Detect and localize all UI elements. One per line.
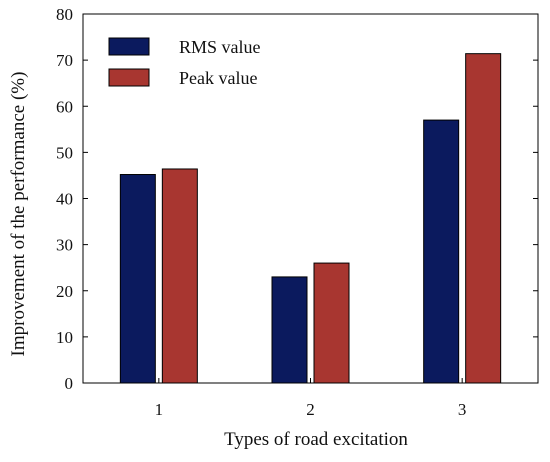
legend-label-peak: Peak value — [179, 68, 257, 88]
y-tick-label: 70 — [56, 51, 73, 70]
bar-rms-3 — [423, 119, 460, 384]
y-tick-label: 40 — [56, 190, 73, 209]
y-tick-label: 0 — [65, 374, 74, 393]
bar-peak-1 — [161, 168, 198, 384]
bar-rms-1 — [119, 174, 156, 384]
y-tick-label: 50 — [56, 143, 73, 162]
y-tick-label: 20 — [56, 282, 73, 301]
bars-group — [119, 53, 502, 384]
legend: RMS value Peak value — [108, 37, 261, 88]
y-tick-label: 10 — [56, 328, 73, 347]
legend-swatch-rms — [108, 37, 150, 56]
bar-peak-2 — [313, 262, 350, 384]
legend-label-rms: RMS value — [179, 37, 261, 57]
bar-peak-3 — [465, 53, 502, 384]
y-tick-label: 30 — [56, 236, 73, 255]
x-axis-title: Types of road excitation — [224, 429, 408, 450]
bar-rms-2 — [271, 276, 308, 384]
x-tick-label: 2 — [306, 400, 315, 419]
y-axis-title: Improvement of the performance (%) — [8, 72, 29, 357]
x-tick-label: 1 — [155, 400, 164, 419]
legend-swatch-peak — [108, 68, 150, 87]
y-tick-label: 60 — [56, 97, 73, 116]
x-tick-label: 3 — [458, 400, 467, 419]
y-tick-label: 80 — [56, 5, 73, 24]
